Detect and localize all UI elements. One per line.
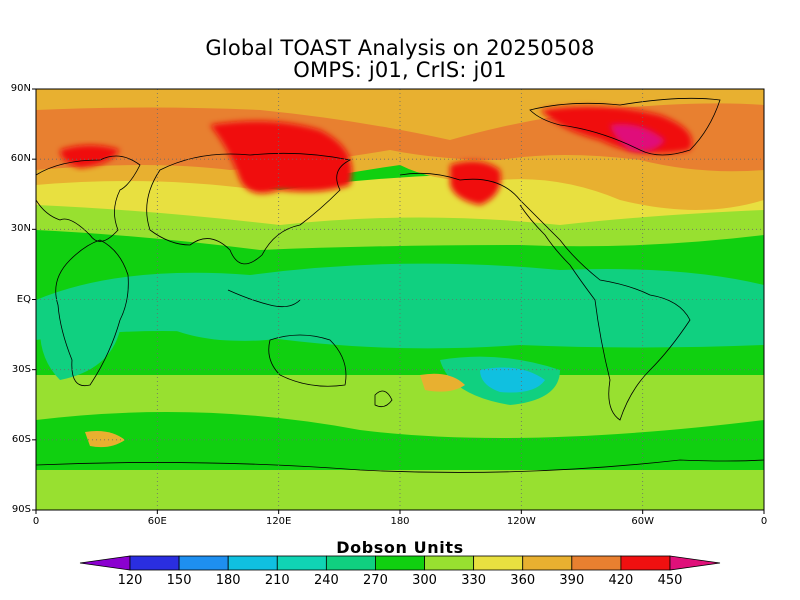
colorbar-swatch [325,555,376,571]
map-title: Global TOAST Analysis on 20250508 [205,36,595,60]
colorbar-swatch [522,555,573,571]
colorbar-tick-label: 360 [510,573,536,588]
longitude-label: 60E [147,516,167,527]
colorbar-swatch [129,555,180,571]
colorbar-tick-label: 180 [215,573,241,588]
longitude-label: 120W [506,516,536,527]
latitude-label: 30N [10,223,31,235]
colorbar-swatch [276,555,327,571]
colorbar-swatch [473,555,524,571]
colorbar-title: Dobson Units [336,538,464,557]
colorbar-tick-label: 300 [412,573,437,588]
colorbar-max-triangle [669,555,721,571]
latitude-label: 90S [11,504,31,515]
ozone-map [32,88,765,514]
longitude-label: 0 [32,516,40,527]
colorbar-tick-label: 420 [608,573,634,588]
longitude-label: 120E [265,516,292,527]
colorbar-tick-label: 270 [363,573,388,588]
colorbar-min-triangle [79,555,131,571]
latitude-label: EQ [16,293,31,305]
colorbar-swatch [424,555,475,571]
longitude-label: 60W [631,516,654,527]
latitude-label: 60S [11,433,31,445]
colorbar-swatch [178,555,229,571]
graticule [36,89,764,510]
colorbar-tick-label: 120 [117,573,143,588]
colorbar-swatch [571,555,622,571]
colorbar-tick-label: 330 [461,573,487,588]
colorbar-swatch [375,555,425,571]
colorbar-swatch [620,555,671,571]
latitude-label: 90N [10,83,31,94]
map-subtitle: OMPS: j01, CrIS: j01 [293,58,507,82]
colorbar-swatch [227,555,278,571]
colorbar-tick-label: 240 [313,573,339,588]
colorbar-tick-label: 150 [166,573,192,588]
longitude-label: 0 [760,516,768,527]
longitude-label: 180 [390,516,410,527]
axis-ticks [32,88,765,514]
colorbar-tick-label: 390 [559,573,585,588]
colorbar-tick-label: 450 [657,573,683,588]
latitude-label: 30S [11,363,31,375]
colorbar-tick-label: 210 [264,573,290,588]
latitude-label: 60N [10,153,31,165]
